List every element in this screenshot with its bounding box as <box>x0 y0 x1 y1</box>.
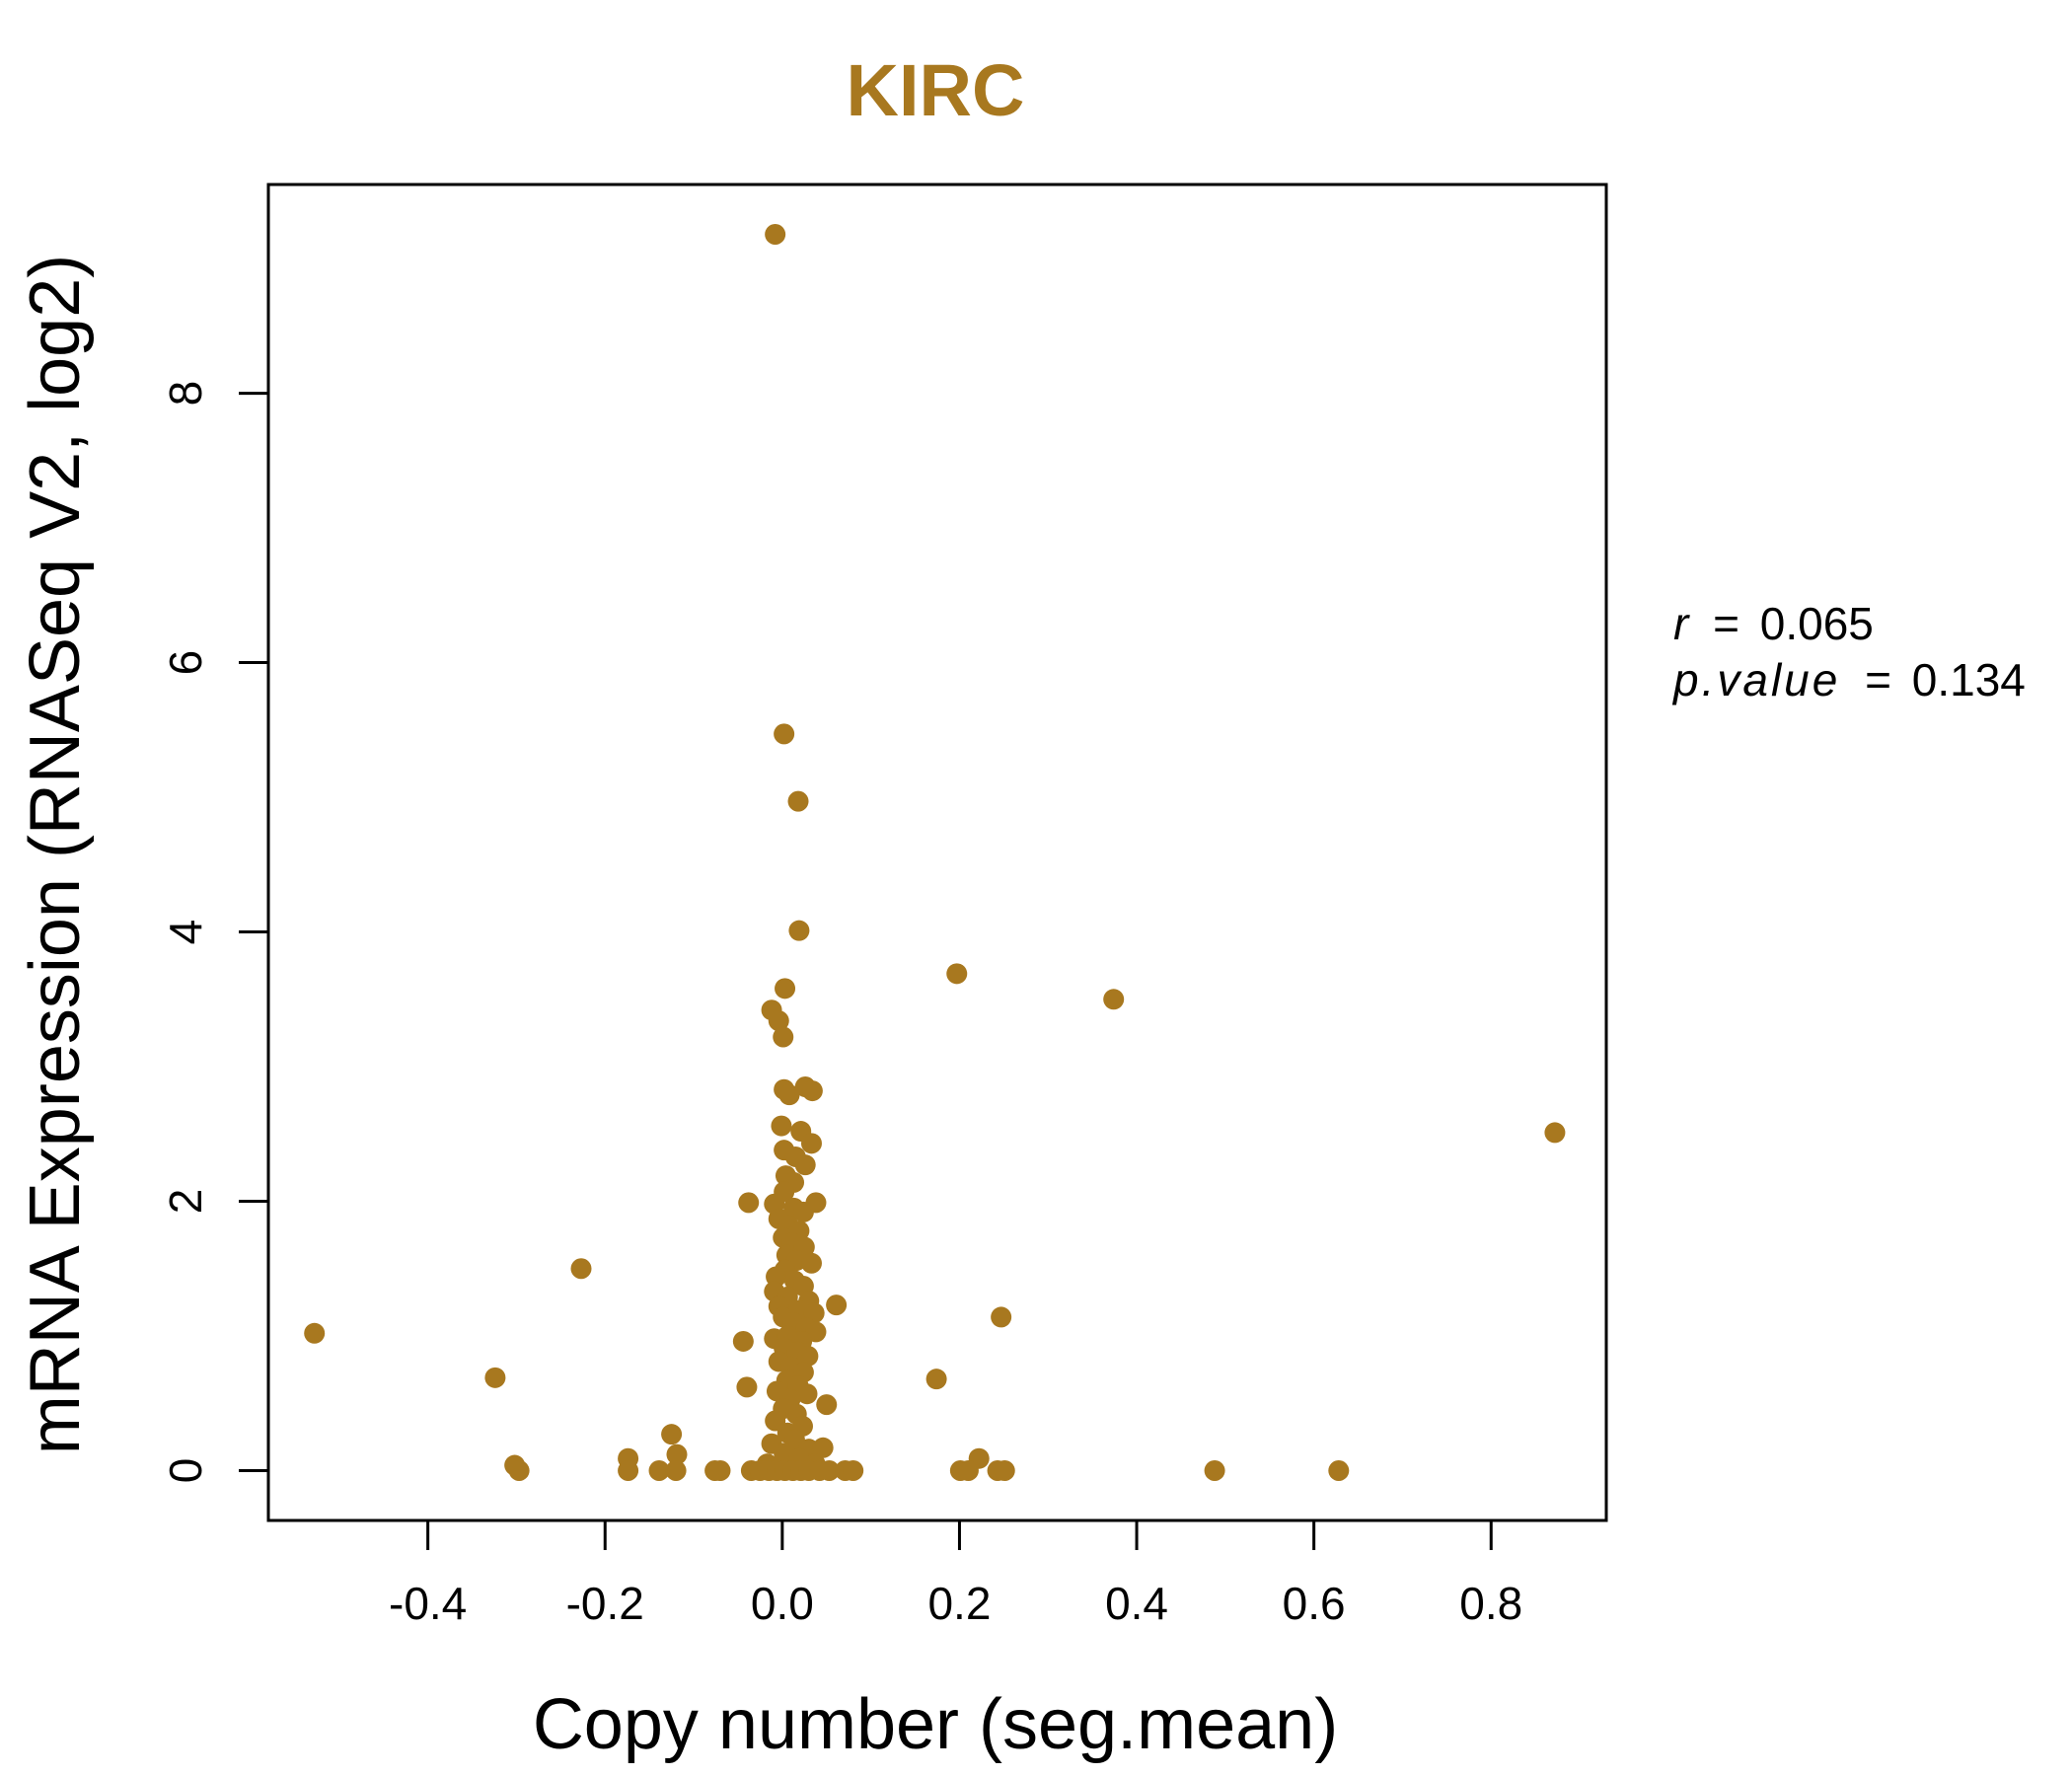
x-tick-label: -0.4 <box>389 1578 467 1629</box>
y-tick-label: 4 <box>160 920 211 945</box>
data-point <box>1204 1459 1225 1481</box>
data-point <box>801 1080 823 1102</box>
x-tick-label: 0.6 <box>1283 1578 1346 1629</box>
data-point <box>788 920 810 941</box>
data-point <box>816 1394 838 1416</box>
data-point <box>991 1306 1012 1328</box>
correlation-stats: r = 0.065 p.value = 0.134 <box>1671 598 2026 705</box>
y-tick-label: 6 <box>160 650 211 676</box>
data-point <box>794 1154 816 1176</box>
data-point <box>1328 1459 1350 1481</box>
data-point <box>792 1201 814 1222</box>
r-statistic: r = 0.065 <box>1673 598 1874 649</box>
data-point <box>765 224 786 246</box>
data-point <box>304 1322 326 1344</box>
y-axis: 0 2 4 6 8 <box>160 381 268 1484</box>
data-point <box>774 723 795 745</box>
data-point <box>648 1459 670 1481</box>
y-axis-title: mRNA Expression (RNASeq V2, log2) <box>16 255 95 1454</box>
data-point <box>771 1115 792 1137</box>
x-tick-label: 0.8 <box>1459 1578 1522 1629</box>
data-point <box>818 1459 840 1481</box>
y-tick-label: 2 <box>160 1189 211 1215</box>
data-points <box>304 224 1566 1481</box>
y-tick-label: 8 <box>160 381 211 407</box>
data-point <box>800 1252 822 1274</box>
x-tick-label: 0.0 <box>751 1578 814 1629</box>
data-point <box>508 1459 530 1481</box>
x-tick-label: -0.2 <box>566 1578 644 1629</box>
data-point <box>946 963 968 985</box>
p-value: 0.134 <box>1912 654 2026 705</box>
p-value-statistic: p.value = 0.134 <box>1671 654 2026 705</box>
x-tick-label: 0.2 <box>927 1578 991 1629</box>
data-point <box>800 1133 822 1154</box>
y-tick-label: 0 <box>160 1458 211 1484</box>
data-point <box>618 1459 639 1481</box>
x-axis: -0.4 -0.2 0.0 0.2 0.4 0.6 0.8 <box>389 1520 1522 1629</box>
chart-title: KIRC <box>847 49 1025 131</box>
data-point <box>768 1010 789 1032</box>
plot-frame <box>266 183 1608 1522</box>
data-point <box>796 1383 818 1405</box>
data-point <box>736 1376 758 1398</box>
data-point <box>994 1459 1015 1481</box>
data-point <box>925 1369 947 1390</box>
x-tick-label: 0.4 <box>1105 1578 1168 1629</box>
data-point <box>732 1330 754 1352</box>
data-point <box>778 1084 800 1106</box>
data-point <box>484 1367 506 1388</box>
r-value: 0.065 <box>1760 598 1874 649</box>
data-point <box>797 1345 819 1367</box>
data-point <box>773 1026 794 1048</box>
data-point <box>826 1295 848 1316</box>
data-point <box>787 790 809 812</box>
data-point <box>1103 989 1125 1010</box>
data-point <box>738 1192 760 1214</box>
data-point <box>709 1459 731 1481</box>
data-point <box>661 1424 683 1445</box>
x-axis-title: Copy number (seg.mean) <box>533 1685 1338 1764</box>
data-point <box>1544 1122 1566 1144</box>
data-point <box>570 1258 592 1280</box>
p-label: p.value <box>1671 654 1840 705</box>
r-label: r <box>1673 598 1690 649</box>
data-point <box>666 1443 688 1465</box>
data-point <box>775 978 796 999</box>
data-point <box>665 1459 687 1481</box>
data-point <box>957 1459 979 1481</box>
data-point <box>843 1459 864 1481</box>
data-point <box>812 1437 834 1458</box>
